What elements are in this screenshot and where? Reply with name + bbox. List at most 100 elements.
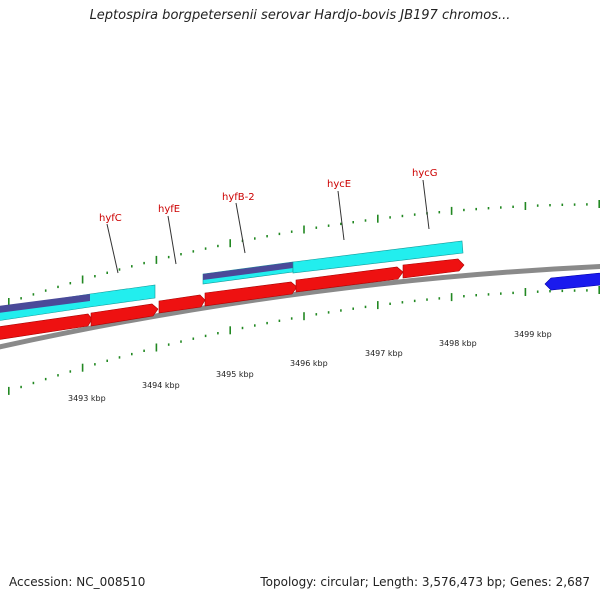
inner-scale-major-tick [155, 343, 158, 352]
gene-leader-hyfC [106, 223, 119, 274]
outer-scale-minor-tick [586, 203, 588, 206]
outer-scale-minor-tick [487, 207, 490, 210]
outer-scale-minor-tick [463, 208, 465, 212]
outer-scale-minor-tick [438, 211, 441, 214]
inner-scale-minor-tick [352, 307, 354, 310]
outer-scale-minor-tick [143, 261, 145, 265]
inner-scale-major-tick [229, 326, 231, 335]
outer-scale-minor-tick [475, 207, 477, 211]
outer-scale-major-tick [155, 255, 158, 264]
outer-scale-minor-tick [57, 285, 59, 289]
cds-red-4 [204, 281, 298, 307]
outer-scale-dots [8, 200, 600, 306]
cds-red-6 [402, 258, 465, 279]
cds-block-purple-left [0, 294, 90, 313]
scale-label-3493: 3493 kbp [68, 394, 106, 403]
outer-scale-minor-tick [204, 247, 207, 250]
inner-scale-minor-tick [204, 334, 207, 338]
cds-red-1 [0, 313, 93, 340]
outer-scale-major-tick [377, 214, 379, 223]
inner-scale-minor-tick [561, 289, 564, 293]
inner-scale-minor-tick [254, 324, 256, 327]
accession-label: Accession: NC_008510 [9, 575, 146, 589]
gene-label-hycE: hycE [327, 179, 351, 190]
scale-label-3495: 3495 kbp [216, 370, 254, 379]
scale-label-3494: 3494 kbp [142, 381, 180, 390]
outer-scale-minor-tick [94, 275, 96, 278]
scale-labels: 3493 kbp 3494 kbp 3495 kbp 3496 kbp 3497… [68, 330, 552, 403]
inner-scale-minor-tick [327, 311, 330, 314]
inner-scale-major-tick [81, 363, 84, 372]
inner-scale-major-tick [598, 286, 600, 294]
inner-scale-minor-tick [500, 292, 502, 295]
scale-label-3498: 3498 kbp [439, 339, 477, 348]
inner-scale-minor-tick [266, 321, 268, 325]
inner-scale-minor-tick [463, 295, 465, 298]
outer-scale-minor-tick [340, 222, 342, 226]
cds-block-cyan-right [292, 240, 464, 274]
outer-scale-minor-tick [217, 244, 219, 248]
inner-scale-major-tick [450, 293, 453, 302]
outer-scale-minor-tick [266, 235, 268, 238]
inner-scale-minor-tick [290, 317, 293, 320]
outer-scale-minor-tick [413, 213, 416, 216]
gene-leader-hycE [337, 190, 345, 241]
scale-label-3496: 3496 kbp [290, 359, 328, 368]
gene-leader-hyfE [167, 215, 177, 265]
outer-scale-minor-tick [364, 219, 367, 222]
genome-stats-label: Topology: circular; Length: 3,576,473 bp… [260, 575, 590, 589]
inner-scale-minor-tick [401, 301, 404, 304]
inner-scale-minor-tick [426, 298, 428, 301]
cds-block-purple-middle [203, 262, 293, 280]
cds-blue [544, 272, 600, 291]
inner-scale-minor-tick [438, 297, 441, 300]
outer-scale-minor-tick [32, 293, 35, 296]
inner-scale-minor-tick [586, 289, 588, 292]
outer-scale-major-tick [524, 202, 527, 210]
chromosome-backbone [0, 263, 600, 350]
inner-scale-minor-tick [192, 337, 195, 340]
inner-scale-minor-tick [94, 363, 96, 366]
inner-scale-minor-tick [487, 293, 490, 296]
outer-scale-minor-tick [180, 253, 182, 256]
inner-scale-minor-tick [106, 359, 108, 362]
outer-scale-minor-tick [131, 265, 133, 268]
outer-scale-minor-tick [69, 282, 72, 285]
inner-scale-minor-tick [131, 352, 133, 356]
outer-scale-minor-tick [561, 203, 564, 206]
scale-label-3499: 3499 kbp [514, 330, 552, 339]
inner-scale-minor-tick [69, 370, 72, 373]
outer-scale-minor-tick [573, 203, 576, 206]
gene-label-hyfE: hyfE [158, 204, 180, 215]
outer-scale-minor-tick [118, 268, 121, 271]
cds-track-red [0, 258, 465, 340]
inner-scale-minor-tick [217, 332, 219, 335]
outer-scale-minor-tick [389, 216, 391, 219]
outer-scale-minor-tick [512, 205, 514, 208]
inner-scale-major-tick [377, 301, 379, 310]
cds-track-upper [0, 240, 464, 321]
inner-scale-minor-tick [340, 309, 342, 312]
gene-leader-hycG [422, 179, 430, 230]
inner-scale-minor-tick [512, 291, 514, 295]
outer-scale-minor-tick [44, 289, 47, 292]
inner-scale-minor-tick [118, 356, 121, 359]
gene-label-hycG: hycG [412, 168, 438, 179]
outer-scale-minor-tick [315, 226, 318, 229]
outer-scale-major-tick [229, 239, 231, 248]
inner-scale-minor-tick [143, 349, 145, 352]
outer-scale-major-tick [81, 275, 84, 284]
inner-scale-minor-tick [32, 381, 35, 385]
inner-scale-minor-tick [57, 374, 59, 377]
outer-scale-major-tick [450, 206, 453, 215]
inner-scale-minor-tick [573, 289, 576, 292]
gene-label-hyfC: hyfC [99, 213, 122, 224]
outer-scale-minor-tick [549, 204, 551, 207]
inner-scale-dots [8, 286, 600, 395]
inner-scale-minor-tick [315, 313, 318, 316]
outer-scale-minor-tick [290, 230, 293, 233]
inner-scale-minor-tick [180, 340, 182, 343]
outer-scale-minor-tick [278, 232, 281, 236]
outer-scale-major-tick [8, 298, 10, 306]
